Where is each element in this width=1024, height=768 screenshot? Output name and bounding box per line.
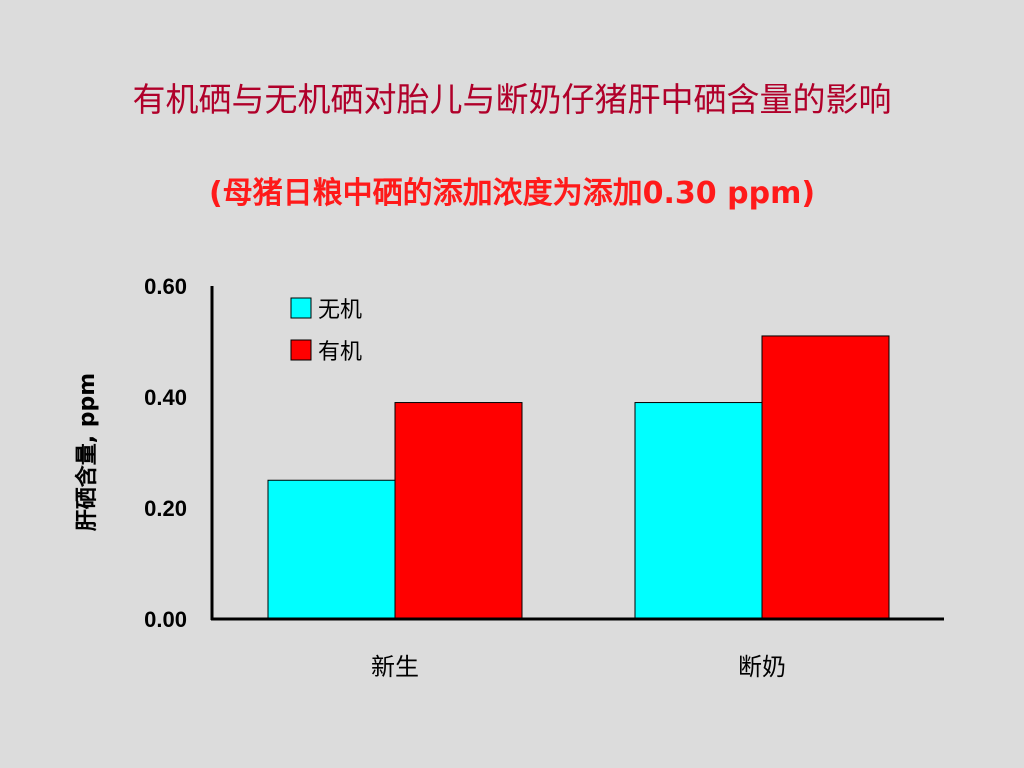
legend-label-无机: 无机 bbox=[318, 298, 362, 323]
slide-title: 有机硒与无机硒对胎儿与断奶仔猪肝中硒含量的影响 bbox=[132, 80, 892, 119]
y-tick-label: 0.40 bbox=[144, 385, 187, 410]
bar-无机-断奶 bbox=[634, 402, 763, 620]
legend-label-有机: 有机 bbox=[318, 340, 362, 365]
x-category-label: 新生 bbox=[371, 653, 419, 681]
y-tick-label: 0.20 bbox=[144, 496, 187, 521]
y-axis-title: 肝硒含量, ppm bbox=[74, 373, 100, 531]
y-tick-label: 0.00 bbox=[144, 607, 187, 632]
bar-有机-新生 bbox=[394, 402, 523, 620]
legend-swatch-无机 bbox=[290, 297, 312, 319]
y-tick-label: 0.60 bbox=[144, 274, 187, 299]
x-category-label: 断奶 bbox=[738, 653, 786, 681]
slide-subtitle: (母猪日粮中硒的添加浓度为添加0.30 ppm) bbox=[208, 176, 816, 211]
bar-有机-断奶 bbox=[761, 335, 890, 620]
legend-swatch-有机 bbox=[290, 339, 312, 361]
bar-无机-新生 bbox=[267, 479, 396, 620]
